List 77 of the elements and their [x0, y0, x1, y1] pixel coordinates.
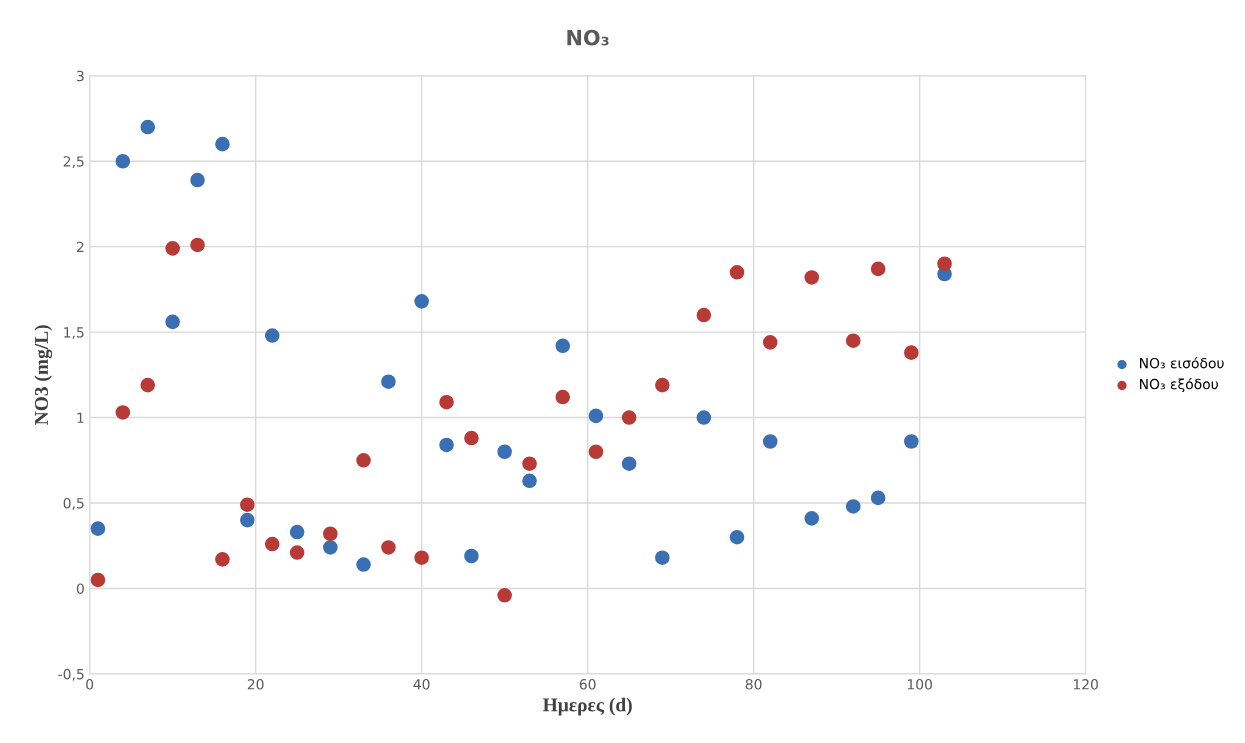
point [264, 328, 280, 343]
point [323, 526, 338, 542]
point [289, 545, 305, 560]
point [414, 550, 429, 565]
point [190, 172, 205, 188]
point [762, 335, 778, 350]
point [140, 119, 156, 135]
y-tick-label: 2,5 [63, 156, 84, 169]
point [190, 237, 205, 253]
point [937, 256, 952, 272]
point [115, 153, 131, 169]
y-tick-label: 0,5 [63, 497, 84, 510]
x-tick-label: 80 [745, 679, 762, 690]
point [845, 333, 861, 348]
point [140, 377, 156, 393]
x-tick-label: 0 [86, 679, 94, 690]
y-tick-label: 2 [76, 241, 84, 252]
point [381, 540, 396, 555]
point [356, 453, 371, 468]
point [215, 136, 230, 152]
x-tick-label: 40 [413, 679, 430, 690]
chart-title: NO₃ [567, 29, 609, 46]
x-tick-label: 120 [1073, 679, 1098, 690]
point [804, 270, 820, 285]
y-tick-label: 0 [76, 583, 84, 594]
point [621, 456, 637, 471]
point [762, 434, 778, 449]
point [215, 552, 230, 567]
legend-label: NO₃ εισόδου [1140, 357, 1224, 369]
y-tick-label: -0,5 [58, 668, 84, 681]
point [497, 588, 512, 603]
point [165, 241, 180, 256]
point [90, 521, 106, 536]
point [522, 473, 537, 489]
point [356, 557, 371, 572]
point [323, 540, 338, 555]
y-axis-title: NO3 (mg/L) [34, 325, 53, 425]
point [588, 408, 604, 424]
point [655, 550, 670, 565]
point [555, 338, 571, 354]
point [165, 314, 180, 330]
point [464, 548, 479, 564]
x-tick-label: 100 [907, 679, 932, 690]
point [655, 377, 670, 393]
point [522, 456, 537, 471]
point [870, 261, 886, 277]
x-tick-label: 20 [247, 679, 264, 690]
point [464, 430, 479, 446]
point [414, 294, 429, 309]
point [621, 410, 637, 425]
point [289, 524, 305, 540]
point [90, 572, 106, 588]
point [845, 499, 861, 514]
legend-label: NO₃ εξόδου [1140, 378, 1218, 393]
y-tick-label: 1 [77, 412, 84, 423]
x-axis-title: Ημερες (d) [542, 697, 632, 716]
point [729, 529, 745, 545]
point [588, 444, 604, 460]
point [729, 265, 745, 280]
y-tick-label: 3 [77, 70, 84, 82]
point [381, 374, 396, 389]
y-tick-label: 1,5 [64, 327, 84, 340]
point [115, 405, 131, 420]
point [555, 389, 571, 405]
point [904, 345, 919, 360]
point [264, 536, 280, 552]
point [439, 437, 454, 453]
x-tick-label: 60 [579, 679, 596, 690]
point [804, 511, 820, 526]
point [696, 307, 712, 323]
point [497, 444, 512, 460]
point [439, 394, 454, 410]
point [870, 490, 886, 506]
point [696, 410, 712, 425]
point [904, 434, 919, 449]
point [240, 512, 255, 528]
point [240, 497, 255, 513]
